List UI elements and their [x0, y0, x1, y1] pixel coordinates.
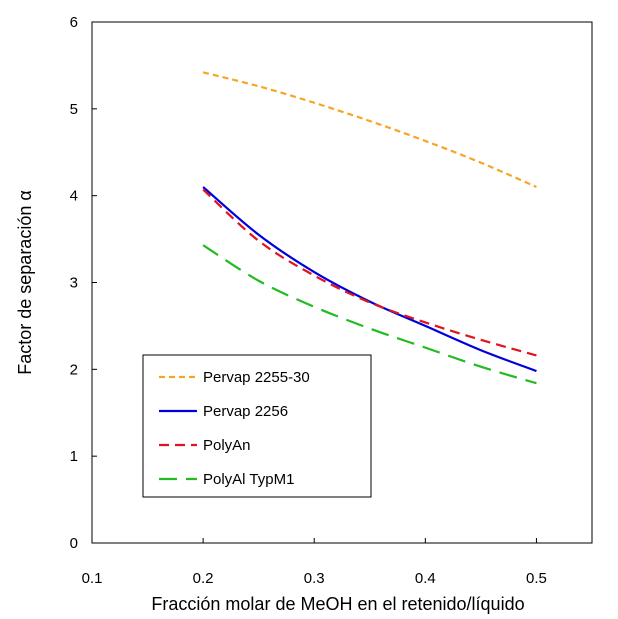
y-tick-label: 3: [70, 275, 78, 292]
y-tick-label: 2: [70, 361, 78, 378]
series-line-1: [202, 71, 537, 188]
x-axis: 0.1 0.2 0.3 0.4 0.5: [82, 538, 547, 587]
y-tick-label: 4: [70, 188, 78, 205]
y-tick-label: 1: [70, 448, 78, 465]
legend-label: PolyAl TypM1: [203, 471, 294, 488]
x-tick-label: 0.3: [304, 570, 325, 587]
x-axis-title: Fracción molar de MeOH en el retenido/lí…: [151, 594, 524, 614]
x-tick-label: 0.2: [193, 570, 214, 587]
x-tick-label: 0.5: [526, 570, 547, 587]
x-tick-label: 0.4: [415, 570, 436, 587]
y-tick-label: 0: [70, 535, 78, 552]
series-line-3: [202, 188, 537, 357]
series-line-4: [202, 244, 537, 385]
legend-label: Pervap 2256: [203, 403, 288, 420]
x-tick-label: 0.1: [82, 570, 103, 587]
y-axis: 0 1 2 3 4 5 6: [70, 14, 97, 552]
legend-label: PolyAn: [203, 437, 251, 454]
legend-label: Pervap 2255-30: [203, 369, 310, 386]
y-tick-label: 6: [70, 14, 78, 31]
legend-box: [142, 354, 372, 498]
y-axis-title: Factor de separación α: [15, 190, 35, 375]
y-tick-label: 5: [70, 101, 78, 118]
series-layer: [202, 71, 537, 385]
series-line-2: [202, 186, 537, 373]
legend: Pervap 2255-30 Pervap 2256 PolyAn PolyAl Ty…: [142, 354, 372, 498]
